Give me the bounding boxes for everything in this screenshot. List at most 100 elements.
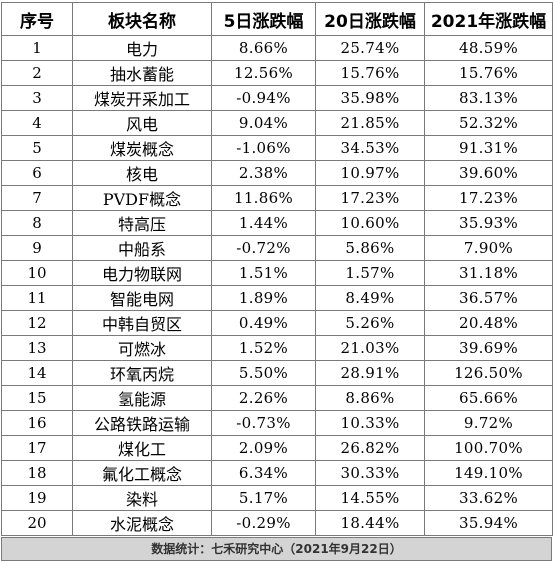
row-index: 13 (1, 335, 73, 361)
table-row: 16 公路铁路运输 -0.73% 10.33% 9.72% (1, 410, 553, 436)
change-ytd: 35.93% (424, 210, 553, 236)
change-5day: 1.44% (211, 210, 316, 236)
change-20day: 21.03% (315, 335, 425, 361)
change-20day: 30.33% (315, 460, 425, 486)
table-row: 2 抽水蓄能 12.56% 15.76% 15.76% (1, 60, 553, 86)
change-20day: 26.82% (315, 435, 425, 461)
table-row: 3 煤炭开采加工 -0.94% 35.98% 83.13% (1, 85, 553, 111)
row-index: 17 (1, 435, 73, 461)
change-20day: 21.85% (315, 110, 425, 136)
change-5day: 1.89% (211, 285, 316, 311)
change-20day: 10.97% (315, 160, 425, 186)
header-row: 序号 板块名称 5日涨跌幅 20日涨跌幅 2021年涨跌幅 (1, 2, 553, 36)
change-5day: 5.17% (211, 485, 316, 511)
table-row: 19 染料 5.17% 14.55% 33.62% (1, 485, 553, 511)
change-ytd: 48.59% (424, 35, 553, 61)
change-5day: -0.73% (211, 410, 316, 436)
change-5day: 2.38% (211, 160, 316, 186)
table-row: 10 电力物联网 1.51% 1.57% 31.18% (1, 260, 553, 286)
row-index: 8 (1, 210, 73, 236)
change-ytd: 83.13% (424, 85, 553, 111)
change-ytd: 149.10% (424, 460, 553, 486)
change-20day: 25.74% (315, 35, 425, 61)
change-5day: 12.56% (211, 60, 316, 86)
row-index: 10 (1, 260, 73, 286)
row-index: 9 (1, 235, 73, 261)
sector-name: 煤炭开采加工 (72, 85, 212, 111)
change-ytd: 9.72% (424, 410, 553, 436)
sector-name: 煤炭概念 (72, 135, 212, 161)
sector-name: 可燃冰 (72, 335, 212, 361)
change-20day: 35.98% (315, 85, 425, 111)
table-row: 5 煤炭概念 -1.06% 34.53% 91.31% (1, 135, 553, 161)
sector-name: 智能电网 (72, 285, 212, 311)
sector-name: 水泥概念 (72, 510, 212, 536)
row-index: 11 (1, 285, 73, 311)
change-ytd: 33.62% (424, 485, 553, 511)
table-row: 14 环氧丙烷 5.50% 28.91% 126.50% (1, 360, 553, 386)
table-row: 13 可燃冰 1.52% 21.03% 39.69% (1, 335, 553, 361)
row-index: 12 (1, 310, 73, 336)
row-index: 15 (1, 385, 73, 411)
change-ytd: 7.90% (424, 235, 553, 261)
change-ytd: 39.60% (424, 160, 553, 186)
change-ytd: 20.48% (424, 310, 553, 336)
header-ytd-change: 2021年涨跌幅 (424, 2, 553, 36)
change-5day: 8.66% (211, 35, 316, 61)
header-5day-change: 5日涨跌幅 (211, 2, 316, 36)
table-row: 9 中船系 -0.72% 5.86% 7.90% (1, 235, 553, 261)
table-row: 18 氟化工概念 6.34% 30.33% 149.10% (1, 460, 553, 486)
change-20day: 18.44% (315, 510, 425, 536)
header-index: 序号 (1, 2, 73, 36)
sector-name: PVDF概念 (72, 185, 212, 211)
change-5day: 1.52% (211, 335, 316, 361)
row-index: 1 (1, 35, 73, 61)
change-20day: 34.53% (315, 135, 425, 161)
sector-name: 抽水蓄能 (72, 60, 212, 86)
change-20day: 10.60% (315, 210, 425, 236)
change-ytd: 91.31% (424, 135, 553, 161)
row-index: 7 (1, 185, 73, 211)
table-row: 11 智能电网 1.89% 8.49% 36.57% (1, 285, 553, 311)
change-ytd: 65.66% (424, 385, 553, 411)
sector-name: 中船系 (72, 235, 212, 261)
row-index: 16 (1, 410, 73, 436)
row-index: 5 (1, 135, 73, 161)
change-5day: 0.49% (211, 310, 316, 336)
table-body: 1 电力 8.66% 25.74% 48.59% 2 抽水蓄能 12.56% 15.76% 1 5.… (1, 35, 553, 536)
change-20day: 8.49% (315, 285, 425, 311)
row-index: 18 (1, 460, 73, 486)
row-index: 20 (1, 510, 73, 536)
change-ytd: 100.70% (424, 435, 553, 461)
change-ytd: 36.57% (424, 285, 553, 311)
change-5day: 2.26% (211, 385, 316, 411)
sector-name: 氟化工概念 (72, 460, 212, 486)
table-row: 4 风电 9.04% 21.85% 52.32% (1, 110, 553, 136)
change-20day: 17.23% (315, 185, 425, 211)
sector-name: 煤化工 (72, 435, 212, 461)
change-ytd: 15.76% (424, 60, 553, 86)
source-footer: 数据统计：七禾研究中心（2021年9月22日） (1, 537, 552, 561)
sector-name: 核电 (72, 160, 212, 186)
change-20day: 28.91% (315, 360, 425, 386)
header-sector-name: 板块名称 (72, 2, 212, 36)
table-row: 7 PVDF概念 11.86% 17.23% 17.23% (1, 185, 553, 211)
change-20day: 5.86% (315, 235, 425, 261)
row-index: 19 (1, 485, 73, 511)
table-row: 12 中韩自贸区 0.49% 5.26% 20.48% (1, 310, 553, 336)
change-20day: 5.26% (315, 310, 425, 336)
change-5day: 6.34% (211, 460, 316, 486)
change-5day: -0.29% (211, 510, 316, 536)
sector-name: 电力物联网 (72, 260, 212, 286)
sector-name: 公路铁路运输 (72, 410, 212, 436)
change-20day: 8.86% (315, 385, 425, 411)
row-index: 2 (1, 60, 73, 86)
change-20day: 10.33% (315, 410, 425, 436)
change-5day: 2.09% (211, 435, 316, 461)
row-index: 3 (1, 85, 73, 111)
table-row: 1 电力 8.66% 25.74% 48.59% (1, 35, 553, 61)
sector-name: 染料 (72, 485, 212, 511)
table-row: 20 水泥概念 -0.29% 18.44% 35.94% (1, 510, 553, 536)
sector-name: 特高压 (72, 210, 212, 236)
